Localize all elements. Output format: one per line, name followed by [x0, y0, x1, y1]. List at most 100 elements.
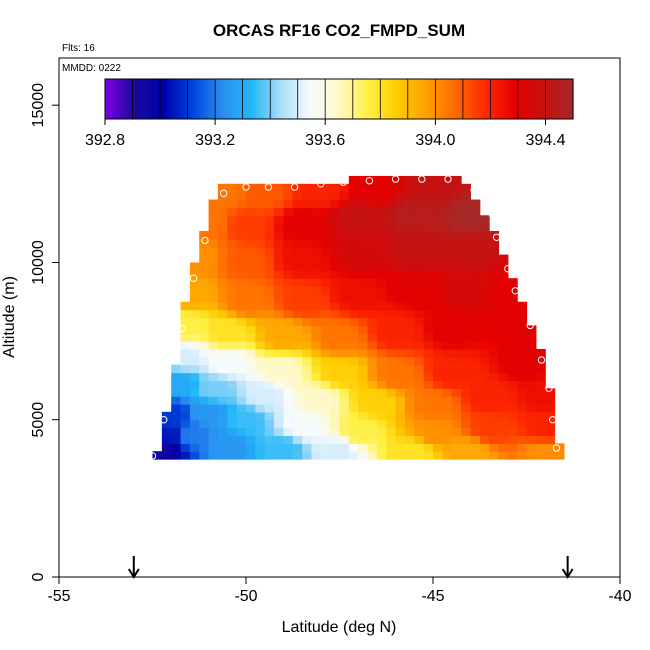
y-axis: 0 5000 10000 15000 [30, 83, 59, 581]
heatmap-cell [517, 396, 528, 405]
heatmap-cell [507, 380, 518, 389]
heatmap-cell [217, 207, 228, 216]
heatmap-cell [517, 443, 528, 452]
heatmap-cell [367, 286, 378, 295]
heatmap-cell [423, 427, 434, 437]
heatmap-cell [386, 419, 397, 429]
heatmap-cell [376, 191, 387, 201]
colorbar-segment [462, 79, 467, 119]
heatmap-cell [545, 411, 556, 421]
heatmap-cell [292, 356, 303, 366]
heatmap-cell [302, 364, 313, 374]
heatmap-cell [404, 435, 415, 444]
x-tick-label: -50 [234, 588, 257, 605]
heatmap-cell [330, 419, 341, 429]
heatmap-cell [339, 278, 350, 287]
heatmap-cell [264, 388, 275, 397]
colorbar-segment [509, 79, 514, 119]
heatmap-cell [246, 293, 256, 303]
heatmap-cell [423, 238, 434, 248]
heatmap-cell [330, 199, 341, 209]
heatmap-cell [498, 270, 509, 279]
heatmap-cell [246, 317, 256, 326]
heatmap-cell [330, 380, 341, 389]
heatmap-cell [348, 270, 359, 279]
heatmap-cell [217, 404, 228, 413]
heatmap-cell [320, 333, 331, 342]
heatmap-cell [208, 246, 219, 256]
heatmap-cell [451, 419, 462, 429]
heatmap-cell [451, 199, 462, 209]
heatmap-cell [404, 175, 415, 185]
heatmap-cell [348, 380, 359, 389]
heatmap-cell [292, 372, 303, 382]
heatmap-cell [367, 183, 378, 193]
heatmap-cell [339, 388, 350, 397]
heatmap-cell [507, 435, 518, 444]
heatmap-cell [236, 301, 247, 311]
heatmap-cell [367, 215, 378, 224]
heatmap-cell [330, 364, 341, 374]
heatmap-cell [414, 317, 425, 326]
heatmap-cell [442, 427, 453, 437]
heatmap-cell [208, 254, 219, 264]
heatmap-cell [246, 435, 256, 444]
heatmap-cell [330, 404, 341, 413]
heatmap-cell [395, 443, 406, 452]
heatmap-cell [535, 396, 546, 405]
heatmap-cell [274, 262, 284, 271]
heatmap-cell [404, 278, 415, 287]
heatmap-cell [274, 372, 284, 382]
heatmap-cell [404, 270, 415, 279]
colorbar-segment [265, 79, 270, 119]
heatmap-cell [470, 286, 481, 295]
colorbar-segment [372, 79, 377, 119]
heatmap-cell [330, 231, 341, 240]
colorbar-segment [339, 79, 343, 119]
heatmap-cell [208, 301, 219, 311]
heatmap-cell [545, 404, 556, 413]
heatmap-cell [227, 270, 238, 279]
heatmap-cell [479, 293, 490, 303]
heatmap-cell [302, 286, 313, 295]
heatmap-cell [236, 191, 247, 201]
heatmap-cell [283, 388, 294, 397]
heatmap-cell [423, 333, 434, 342]
heatmap-cell [330, 372, 341, 382]
heatmap-cell [461, 246, 471, 256]
heatmap-cell [367, 356, 378, 366]
heatmap-cell [302, 191, 313, 201]
heatmap-cell [339, 246, 350, 256]
heatmap-cell [292, 404, 303, 413]
heatmap-cell [246, 411, 256, 421]
heatmap-cell [302, 199, 313, 209]
heatmap-cell [339, 348, 350, 358]
heatmap-cell [302, 231, 313, 240]
heatmap-cell [498, 419, 509, 429]
heatmap-cell [227, 396, 238, 405]
heatmap-cell [302, 301, 313, 311]
heatmap-cell [274, 333, 284, 342]
date-label: MMDD: 0222 [62, 63, 121, 74]
heatmap-cell [442, 278, 453, 287]
heatmap-cell [376, 380, 387, 389]
heatmap-cell [507, 278, 518, 287]
heatmap-cell [451, 293, 462, 303]
heatmap-cell [479, 356, 490, 366]
heatmap-cell [433, 270, 443, 279]
heatmap-cell [386, 341, 397, 350]
colorbar-segment [449, 79, 454, 119]
heatmap-cell [535, 404, 546, 413]
heatmap-cell [358, 317, 369, 326]
heatmap-cell [320, 341, 331, 350]
heatmap-cell [302, 293, 313, 303]
colorbar-segment [248, 79, 253, 119]
heatmap-cell [189, 325, 200, 334]
heatmap-cell [208, 443, 219, 452]
heatmap-cell [199, 270, 210, 279]
heatmap-cell [227, 199, 238, 209]
heatmap-cell [358, 191, 369, 201]
heatmap-cell [395, 270, 406, 279]
heatmap-cell [189, 309, 200, 319]
heatmap-cell [395, 262, 406, 271]
